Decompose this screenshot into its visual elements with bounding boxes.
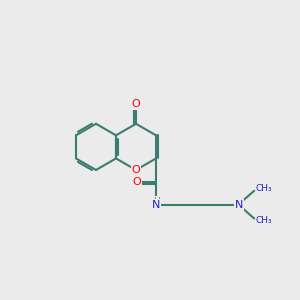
Text: O: O: [132, 176, 141, 187]
Text: N: N: [152, 200, 160, 210]
Text: O: O: [132, 99, 140, 109]
Text: O: O: [132, 165, 140, 175]
Text: CH₃: CH₃: [255, 184, 272, 194]
Text: N: N: [235, 200, 243, 210]
Text: CH₃: CH₃: [255, 216, 272, 225]
Text: H: H: [153, 197, 159, 206]
